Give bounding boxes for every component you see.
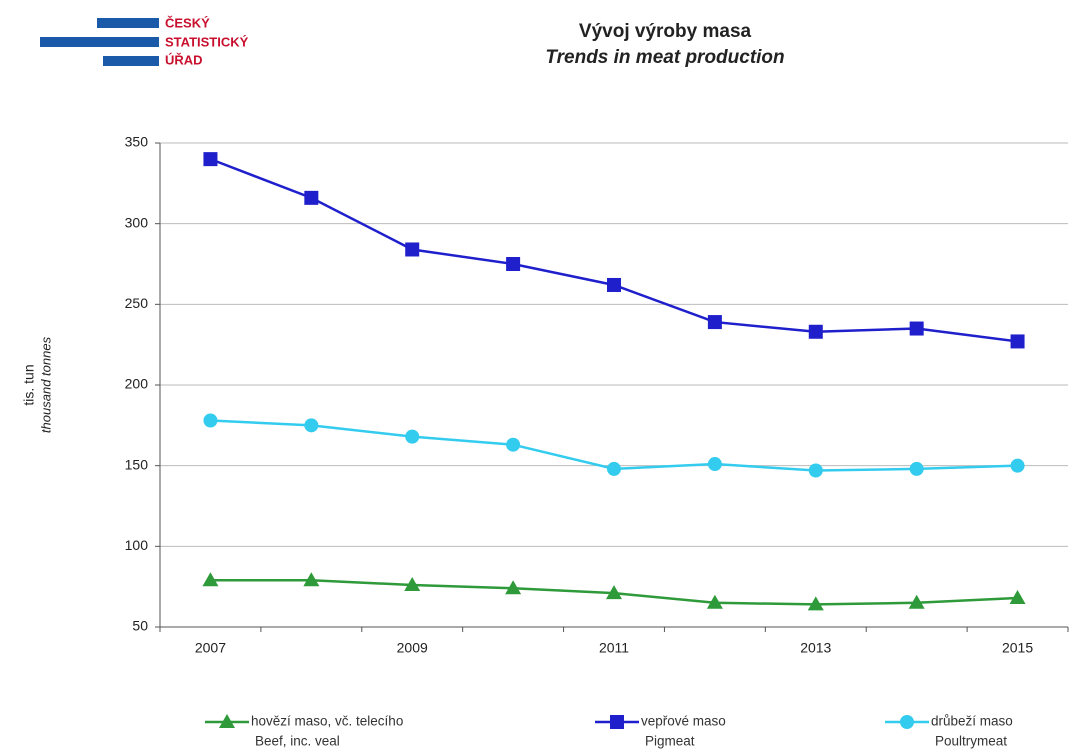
legend-label: Pigmeat [645, 734, 695, 749]
legend-label: Poultrymeat [935, 734, 1007, 749]
y-tick-label: 300 [125, 214, 149, 230]
marker [706, 594, 723, 609]
series [203, 152, 1025, 349]
y-tick-label: 50 [132, 618, 148, 634]
marker [203, 152, 218, 167]
legend-label: drůbeží maso [931, 714, 1013, 729]
marker [900, 715, 914, 729]
marker [303, 572, 320, 587]
y-tick-label: 100 [125, 537, 149, 553]
y-axis-label: tis. tun [21, 364, 37, 405]
logo-text: ÚŘAD [165, 52, 203, 67]
x-tick-label: 2011 [599, 640, 629, 656]
marker [908, 594, 925, 609]
series [202, 572, 1026, 611]
legend-item: vepřové maso Pigmeat [595, 714, 726, 749]
logo: ČESKÝ STATISTICKÝ ÚŘAD [40, 15, 249, 67]
x-tick-label: 2007 [195, 640, 226, 656]
logo-text: ČESKÝ [165, 15, 210, 30]
marker [219, 714, 235, 728]
x-tick-label: 2015 [1002, 640, 1033, 656]
legend-item: drůbeží maso Poultrymeat [885, 714, 1013, 749]
marker [506, 257, 521, 271]
y-axis-label: thousand tonnes [38, 336, 53, 433]
marker [505, 580, 522, 595]
marker [707, 457, 722, 472]
marker [1009, 589, 1026, 604]
marker [304, 190, 319, 205]
legend-label: vepřové maso [641, 714, 726, 729]
y-tick-label: 250 [125, 295, 149, 311]
line [209, 157, 1018, 343]
marker [607, 277, 621, 292]
marker [304, 418, 319, 433]
marker [909, 461, 924, 476]
chart-title: Vývoj výroby masa [579, 21, 752, 42]
marker [506, 437, 521, 452]
marker [807, 596, 824, 611]
marker [808, 324, 823, 339]
legend-label: hovězí maso, vč. telecího [251, 714, 403, 729]
marker [707, 315, 722, 330]
logo-bar [103, 56, 159, 66]
logo-bar [40, 37, 159, 47]
y-tick-label: 200 [125, 376, 149, 392]
marker [405, 429, 420, 444]
x-tick-label: 2009 [397, 640, 428, 656]
logo-text: STATISTICKÝ [165, 34, 249, 49]
legend-label: Beef, inc. veal [255, 734, 340, 749]
marker [610, 715, 624, 729]
y-tick-label: 350 [125, 134, 149, 150]
marker [607, 461, 621, 476]
marker [203, 413, 218, 428]
y-tick-label: 150 [125, 456, 149, 472]
series [203, 413, 1025, 478]
logo-bar [97, 18, 159, 28]
marker [808, 463, 823, 478]
legend-item: hovězí maso, vč. telecího Beef, inc. veal [205, 714, 403, 749]
marker [405, 242, 420, 257]
marker [1010, 458, 1025, 473]
marker [606, 585, 622, 600]
marker [404, 577, 421, 592]
marker [909, 321, 924, 336]
marker [1010, 334, 1025, 349]
marker [202, 572, 219, 587]
chart-subtitle: Trends in meat production [545, 47, 784, 68]
x-tick-label: 2013 [800, 640, 831, 656]
